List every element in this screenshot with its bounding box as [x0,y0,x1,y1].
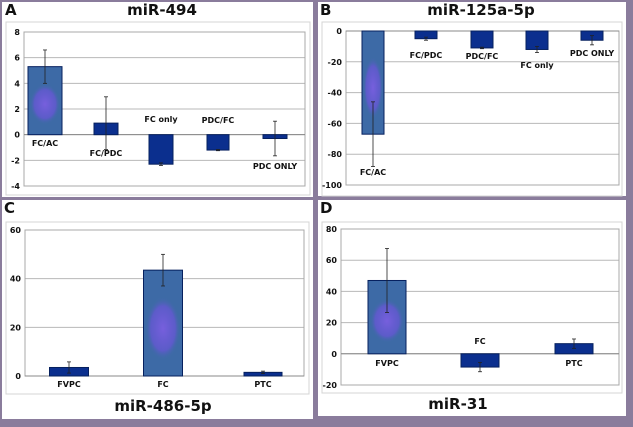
y-tick-label: 4 [14,79,20,88]
y-tick-label: 0 [14,131,20,140]
y-tick-label: 40 [326,287,338,296]
category-label: PTC [254,380,271,389]
category-label: PDC/FC [466,52,499,61]
bar [206,134,230,151]
panel-letter: B [320,1,331,19]
category-label: FC/PDC [90,149,123,158]
category-label: FC [474,337,485,346]
y-tick-label: -100 [322,181,342,190]
category-label: FC/AC [32,139,58,148]
bar-glow [29,83,61,125]
y-tick-label: -2 [11,156,20,165]
bar-glow [369,298,405,343]
bar [148,134,174,165]
y-tick-label: 8 [14,28,20,37]
category-label: FC only [520,61,554,70]
bar-glow [145,296,181,361]
plot-area [340,228,620,386]
category-label: FC only [144,115,178,124]
category-label: PDC ONLY [570,49,615,58]
y-tick-label: 60 [326,256,338,265]
category-label: PTC [565,359,582,368]
category-label: FC [157,380,168,389]
chart-frame [321,221,623,394]
panel-letter: C [4,199,15,217]
panel-background [318,200,626,416]
chart-title: miR-125a-5p [427,1,535,19]
y-tick-label: -80 [328,150,343,159]
chart-title: miR-486-5p [114,397,212,415]
category-label: FC/PDC [410,51,443,60]
y-tick-label: 0 [15,372,21,381]
y-tick-label: -60 [328,119,343,128]
y-tick-label: 80 [326,225,338,234]
y-tick-label: 6 [14,54,20,63]
category-label: FC/AC [360,168,386,177]
chart-frame [5,221,310,395]
chart-panel-b: 0 -20 -40 -60 -80 -100 FC/AC FC/PDC PDC/FC FC onl… [318,1,626,197]
bar [470,30,494,49]
y-tick-label: 0 [331,350,337,359]
y-tick-label: -40 [328,89,343,98]
chart-title: miR-31 [428,395,487,413]
chart-frame [5,21,311,196]
category-label: PDC ONLY [253,162,298,171]
y-tick-label: 40 [10,275,22,284]
panel-letter: D [320,199,332,217]
chart-panel-a: 8 6 4 2 0 -2 -4 FC/AC FC/PDC FC only PDC/FC PDC ONL… [2,1,313,197]
y-tick-label: -20 [323,381,338,390]
y-tick-label: 0 [336,27,342,36]
y-tick-label: 2 [14,105,20,114]
y-tick-label: 60 [10,226,22,235]
bar-glow [363,56,383,119]
plot-area [23,31,306,187]
chart-frame [321,21,623,197]
y-tick-label: 20 [10,323,22,332]
category-label: PDC/FC [202,116,235,125]
chart-title: miR-494 [127,1,197,19]
category-label: FVPC [57,380,81,389]
y-tick-label: 20 [326,319,338,328]
y-tick-label: -20 [328,58,343,67]
panel-letter: A [5,1,17,19]
y-tick-label: -4 [11,182,20,191]
category-label: FVPC [375,359,399,368]
